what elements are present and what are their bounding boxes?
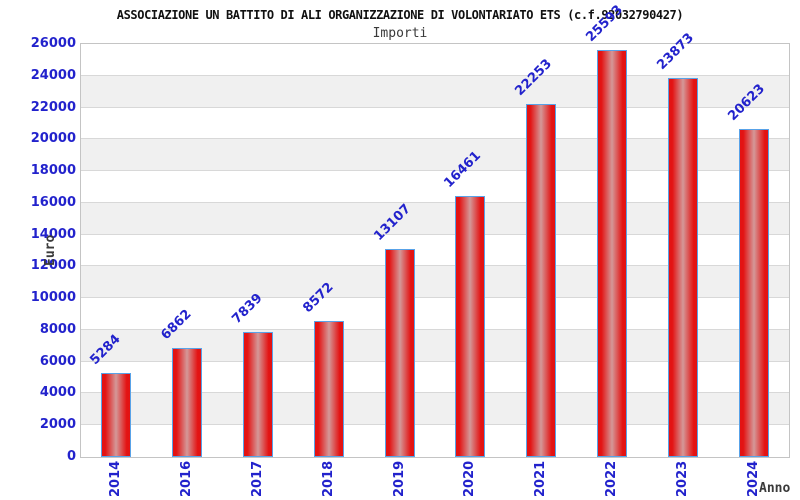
bar <box>597 50 627 457</box>
gridline <box>81 328 789 330</box>
bar <box>384 248 415 457</box>
gridline <box>81 74 789 76</box>
x-tick-label-text: 2023 <box>674 460 690 497</box>
x-tick-label-text: 2017 <box>250 460 265 497</box>
y-axis-title-text: Euro <box>43 234 58 266</box>
x-tick-label-text: 2018 <box>320 460 336 497</box>
y-tick-label: 24000 <box>30 67 76 83</box>
y-tick-label: 16000 <box>30 194 76 210</box>
x-tick-label-text: 2019 <box>391 460 407 497</box>
bar <box>313 320 344 457</box>
gridline <box>81 170 789 172</box>
y-tick-label: 12000 <box>30 258 76 274</box>
y-tick-label: 2000 <box>39 417 76 433</box>
gridline <box>81 360 789 362</box>
gridline <box>81 265 789 267</box>
gridline <box>81 106 789 108</box>
gridline <box>81 201 789 203</box>
y-tick-label: 22000 <box>30 99 76 115</box>
y-tick-label: 8000 <box>39 321 76 337</box>
x-axis-title: Anno <box>759 481 791 496</box>
y-tick-label: 18000 <box>30 163 76 179</box>
bar <box>243 332 273 457</box>
gridline <box>81 424 789 426</box>
y-tick-label: 0 <box>66 449 76 464</box>
x-tick-label-text: 2014 <box>108 460 124 497</box>
x-tick-label-text: 2021 <box>533 460 549 497</box>
plot-area: 5284 6862 7839 8572 13107 16461 22253 25593 2387… <box>80 3 790 458</box>
y-tick-label: 20000 <box>30 131 76 147</box>
x-tick-label-text: 2016 <box>179 460 195 497</box>
bar <box>172 348 203 457</box>
gridline <box>81 233 789 235</box>
gridline <box>81 392 789 394</box>
gridline <box>81 138 789 140</box>
bar <box>738 129 769 457</box>
y-tick-label: 14000 <box>30 226 76 242</box>
bar <box>526 103 557 457</box>
chart-subtitle: Importi <box>372 26 428 41</box>
y-tick-label: 10000 <box>30 290 76 306</box>
bar <box>455 195 486 457</box>
bar <box>667 77 698 457</box>
x-tick-label-text: 2022 <box>604 460 619 497</box>
y-tick-label: 26000 <box>30 36 76 51</box>
y-tick-label: 6000 <box>39 353 76 369</box>
y-tick-label: 4000 <box>39 385 76 401</box>
gridline <box>81 297 789 299</box>
x-tick-label-text: 2020 <box>462 460 478 497</box>
chart-title: ASSOCIAZIONE UN BATTITO DI ALI ORGANIZZA… <box>116 8 684 22</box>
bar <box>101 373 132 457</box>
